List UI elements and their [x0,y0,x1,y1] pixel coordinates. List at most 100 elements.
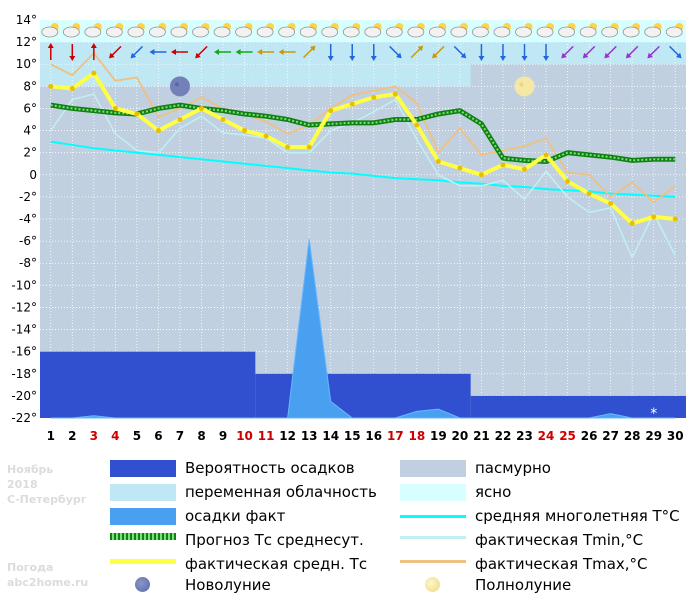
y-tick-label: -18° [11,367,37,381]
cloud-sun-icon [364,23,382,38]
wind-arrow-icon [410,45,424,59]
wind-arrow-icon [669,45,682,59]
x-tick-label: 15 [344,429,361,443]
tmean-point [306,144,312,150]
wind-arrow-head [460,52,467,59]
cloud-icon [558,26,575,38]
x-tick-label: 4 [111,429,119,443]
new-moon-icon [135,577,150,592]
y-tick-label: 0 [29,168,37,182]
cloud-sun-icon [235,23,253,38]
wind-arrow-icon [257,49,275,55]
wind-arrow-head [170,49,176,55]
precip-probability-band [470,395,686,418]
x-tick-label: 26 [581,429,598,443]
x-tick-label: 14 [322,429,339,443]
wind-arrow-head [370,56,377,61]
y-tick-label: -16° [11,345,37,359]
wind-arrow-icon [149,49,167,55]
legend-swatch-tmean [110,559,176,564]
y-tick-label: 12° [16,35,37,49]
cloud-icon [665,26,683,38]
tmean-point [349,101,355,107]
legend-label-climate-mean: средняя многолетняя T°C [475,507,680,525]
wind-arrow-icon [47,43,54,60]
wind-arrow-icon [389,45,402,59]
tmean-point [457,165,463,171]
cloud-sun-icon [278,23,296,38]
y-tick-label: -14° [11,323,37,337]
x-tick-label: 24 [538,429,555,443]
legend-label-new-moon: Новолуние [185,576,271,594]
wind-arrow-head [582,52,589,59]
cloud-sun-icon [170,23,188,38]
legend: Вероятность осадков пасмурно переменная … [0,455,687,599]
tmean-point [371,94,377,100]
x-tick-label: 13 [301,429,318,443]
wind-arrow-head [90,43,97,48]
x-tick-label: 30 [667,429,684,443]
cloud-sun-icon [127,23,145,38]
legend-swatch-clear [400,484,466,501]
cloud-sun-icon [84,23,102,38]
x-tick-label: 11 [258,429,275,443]
wind-arrow-icon [302,45,316,59]
tmean-point [651,214,657,220]
legend-label-tmin: фактическая Tmin,°C [475,531,644,549]
y-tick-label: -6° [19,234,37,248]
tmean-point [414,122,420,128]
cloud-sun-icon [515,23,533,38]
cloud-icon [428,26,446,38]
y-tick-label: -2° [19,190,37,204]
cloud-icon [622,26,640,38]
full-moon-marker [514,76,535,97]
cloud-sun-icon [385,23,404,38]
cloud-icon [450,26,468,38]
tmean-point [478,172,484,178]
wind-arrow-head [675,52,682,59]
x-tick-label: 18 [408,429,425,443]
wind-arrow-head [47,43,54,48]
wind-arrow-head [499,56,506,61]
cloud-sun-icon [601,23,619,38]
y-tick-label: 10° [16,57,37,71]
wind-arrow-head [349,56,356,61]
legend-label-full-moon: Полнолуние [475,576,572,594]
wind-arrow-head [278,49,284,55]
x-tick-label: 2 [68,429,76,443]
legend-label-precip-probability: Вероятность осадков [185,459,355,477]
cloud-sun-icon [41,23,59,38]
cloud-sun-icon [299,23,318,38]
wind-arrow-icon [499,44,506,61]
wind-arrow-icon [370,44,377,61]
x-tick-label: 7 [176,429,184,443]
wind-arrow-icon [90,43,97,60]
cloud-icon [256,26,274,38]
legend-swatch-forecast [110,533,176,540]
cloud-icon [385,26,403,38]
tmean-point [69,86,75,92]
cloud-sun-icon [622,23,641,38]
legend-swatch-overcast [400,460,466,477]
series-line-4 [50,71,676,226]
cloud-icon [299,26,317,38]
y-axis-ticks: 14° 12° 10° 8° 6° 4° 2° 0 -2° -4° -6° -8° -10° -12° -1… [11,13,37,425]
x-tick-label: 21 [473,429,490,443]
cloud-icon [278,26,296,38]
tmean-point [672,216,678,222]
tmean-point [91,70,97,76]
cloud-icon [213,26,231,38]
series-line-forecast-inner [50,104,676,163]
cloud-icon [536,26,554,38]
wind-arrow-icon [561,45,574,59]
x-axis-ticks: 1 2 3 4 5 6 7 8 9 10 11 12 13 14 15 16 17 18 19 20 21 22 23 24 2… [47,429,684,443]
wind-arrow-head [604,52,610,59]
watermark-year: 2018 [7,478,38,491]
wind-arrow-head [130,52,137,59]
wind-arrow-icon [69,44,76,61]
x-tick-label: 17 [387,429,404,443]
watermark-city: С-Петербург [7,493,87,506]
tmean-point [48,83,54,89]
snow-icon: * [650,406,657,422]
moon-phases [169,76,535,97]
